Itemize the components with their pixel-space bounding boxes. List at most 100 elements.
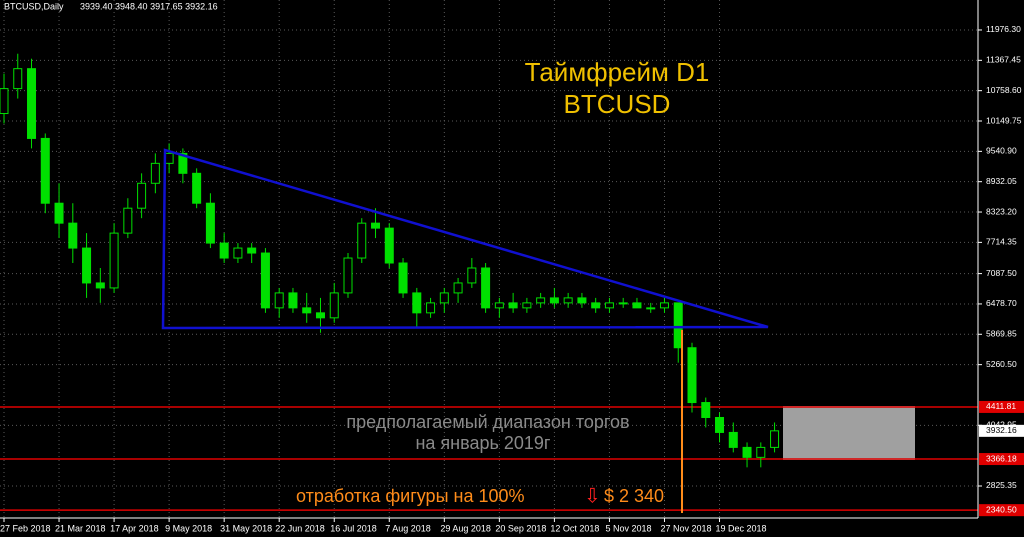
candle-body <box>632 302 642 309</box>
level-label: 4411.81 <box>986 401 1016 411</box>
x-tick-label: 19 Dec 2018 <box>716 523 767 533</box>
y-tick-label: 9540.90 <box>986 146 1017 156</box>
candle-body <box>384 227 394 264</box>
range-note: на январь 2019г <box>415 433 550 453</box>
candle-body <box>302 307 312 314</box>
candle-body <box>274 292 284 309</box>
candle-body <box>0 88 9 115</box>
candle-body <box>467 267 477 284</box>
candle-body <box>27 68 37 139</box>
level-label: 3366.18 <box>986 453 1017 463</box>
candle-body <box>219 242 229 259</box>
candle-body <box>577 297 587 304</box>
candle-body <box>288 292 298 309</box>
x-tick-label: 9 May 2018 <box>165 523 212 533</box>
candle-body <box>728 431 738 448</box>
candle-body <box>260 252 270 309</box>
candle-body <box>618 302 628 305</box>
candle-body <box>687 347 697 404</box>
y-tick-label: 11976.30 <box>986 24 1021 34</box>
candle-body <box>673 302 683 349</box>
header-prices: 3939.40 3948.40 3917.65 3932.16 <box>80 1 218 11</box>
range-note: предполагаемый диапазон торгов <box>346 412 629 432</box>
y-tick-label: 7087.50 <box>986 268 1017 278</box>
candle-body <box>742 446 752 458</box>
candle-body <box>522 302 532 309</box>
level-label-box <box>979 504 1024 517</box>
candle-body <box>398 262 408 294</box>
last-price-box <box>979 424 1024 437</box>
level-label: 2340.50 <box>986 504 1017 514</box>
x-tick-label: 16 Jul 2018 <box>330 523 377 533</box>
candle-body <box>426 302 436 314</box>
candle-body <box>591 302 601 309</box>
y-tick-label: 11367.45 <box>986 55 1021 65</box>
candle-body <box>40 137 50 204</box>
candle-body <box>343 257 353 294</box>
x-tick-label: 12 Oct 2018 <box>550 523 599 533</box>
candle-body <box>371 222 381 229</box>
x-tick-label: 27 Nov 2018 <box>660 523 711 533</box>
candle-body <box>137 182 147 209</box>
candle-body <box>68 222 78 249</box>
candle-body <box>150 162 160 184</box>
x-tick-label: 31 May 2018 <box>220 523 272 533</box>
title: Таймфрейм D1 <box>525 57 710 87</box>
target-value: $ 2 340 <box>604 486 664 506</box>
candle-body <box>82 247 92 284</box>
candle-body <box>192 172 202 204</box>
triangle <box>161 148 769 330</box>
y-tick-label: 2825.35 <box>986 480 1017 490</box>
candle-body <box>453 282 463 294</box>
candle-body <box>439 292 449 304</box>
candle-body <box>233 247 243 259</box>
candle-body <box>770 430 780 448</box>
title: BTCUSD <box>564 89 671 119</box>
x-tick-label: 22 Jun 2018 <box>275 523 325 533</box>
candle-body <box>95 282 105 289</box>
candle-body <box>412 292 422 314</box>
candle-body <box>715 416 725 433</box>
candle-body <box>247 247 257 254</box>
x-tick-label: 17 Apr 2018 <box>110 523 159 533</box>
candle-body <box>549 297 559 304</box>
candle-body <box>646 307 656 310</box>
x-tick-label: 7 Aug 2018 <box>385 523 431 533</box>
y-tick-label: 7714.35 <box>986 237 1017 247</box>
candle-body <box>109 232 119 289</box>
levels <box>0 406 978 511</box>
candle-body <box>329 292 339 319</box>
y-tick-label: 5869.85 <box>986 329 1017 339</box>
level-label-box <box>979 400 1024 413</box>
candle-body <box>178 152 188 174</box>
candle-body <box>701 402 711 418</box>
candle-body <box>659 302 669 309</box>
candle-body <box>481 267 491 309</box>
candles <box>0 53 780 468</box>
x-tick-label: 5 Nov 2018 <box>605 523 651 533</box>
y-tick-label: 5260.50 <box>986 359 1017 369</box>
x-tick-label: 21 Mar 2018 <box>55 523 106 533</box>
candle-body <box>756 446 766 458</box>
candle-body <box>494 302 504 309</box>
y-tick-label: 8323.20 <box>986 206 1017 216</box>
candle-body <box>164 152 174 164</box>
y-tick-label: 10149.75 <box>986 115 1022 125</box>
x-tick-label: 29 Aug 2018 <box>440 523 491 533</box>
header: BTCUSD,Daily <box>4 1 64 11</box>
x-tick-label: 20 Sep 2018 <box>495 523 546 533</box>
y-tick-label: 8932.05 <box>986 176 1017 186</box>
target-arrow: ⇩ <box>584 485 601 507</box>
candle-body <box>54 202 64 224</box>
y-tick-label: 6478.70 <box>986 298 1017 308</box>
candle-body <box>315 312 325 319</box>
y-tick-label: 4042.95 <box>986 420 1017 430</box>
candle-body <box>123 207 133 234</box>
range-box <box>783 406 915 460</box>
y-tick-label: 10758.60 <box>986 85 1022 95</box>
candle-body <box>357 222 367 259</box>
candle-body <box>508 302 518 309</box>
candle-body <box>563 297 573 304</box>
candle-body <box>13 68 23 90</box>
